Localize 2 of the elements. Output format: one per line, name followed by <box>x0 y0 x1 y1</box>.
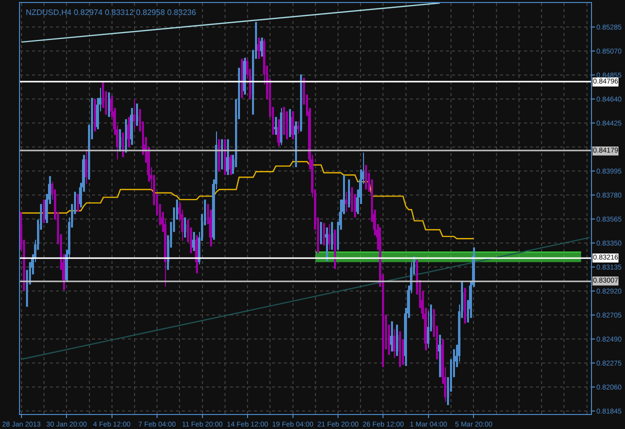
text: NZDUSD,H4 0.82974 0.83312 0.82958 0.83236 <box>26 8 197 18</box>
line-series <box>20 160 474 240</box>
